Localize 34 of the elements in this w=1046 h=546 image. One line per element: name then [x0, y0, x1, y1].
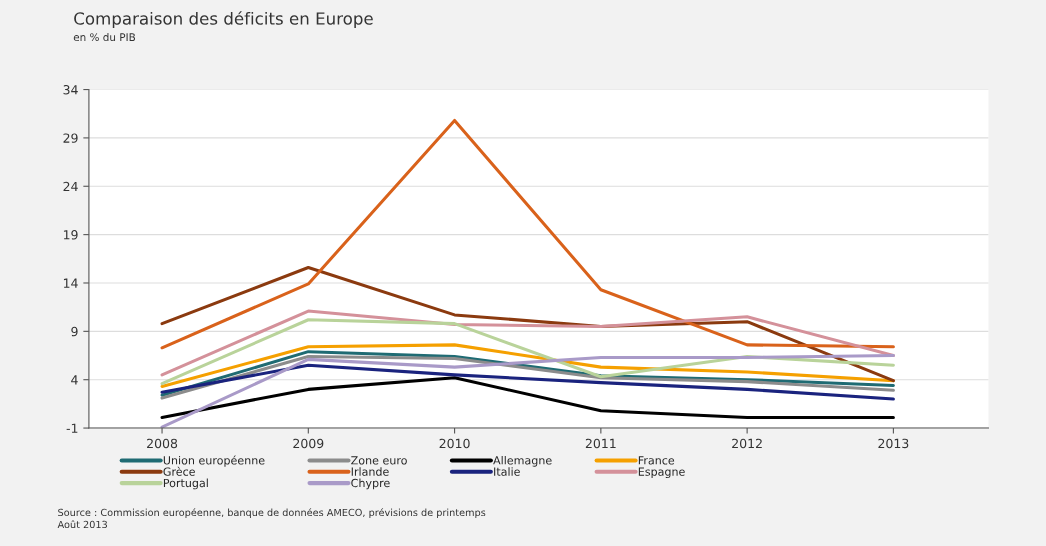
- line-series: [160, 118, 895, 350]
- y-tick-label: 14: [63, 278, 78, 288]
- y-tick-label: 34: [63, 85, 78, 95]
- legend-label: France: [638, 456, 675, 465]
- chart-title: Comparaison des déficits en Europe: [74, 11, 373, 29]
- x-tick-label: 2009: [293, 438, 324, 449]
- legend-label: Grèce: [163, 466, 195, 476]
- legend-label: Portugal: [163, 478, 208, 490]
- line-series: [160, 363, 895, 401]
- x-tick-label: 2013: [878, 438, 909, 449]
- chart-subtitle: en % du PIB: [73, 33, 136, 42]
- legend-label: Zone euro: [351, 456, 407, 465]
- x-tick-label: 2010: [439, 438, 470, 449]
- legend-label: Espagne: [638, 467, 685, 478]
- source-note: Source : Commission européenne, banque de données AMECO, prévisions de printemps: [58, 508, 486, 518]
- legend-label: Chypre: [351, 478, 390, 490]
- legend-label: Union européenne: [163, 455, 265, 467]
- y-tick-label: 24: [63, 181, 78, 192]
- legend-label: Allemagne: [493, 455, 552, 467]
- y-tick-label: 4: [71, 375, 78, 385]
- legend-label: Irlande: [351, 467, 389, 476]
- legend-label: Italie: [494, 467, 520, 476]
- line-series: [160, 376, 895, 419]
- line-series: [160, 309, 895, 377]
- x-tick-label: 2008: [147, 438, 178, 449]
- y-tick-label: 19: [63, 230, 78, 240]
- y-tick-label: 29: [63, 133, 78, 143]
- x-tick-label: 2011: [585, 438, 616, 449]
- y-tick-label: -1: [66, 423, 78, 433]
- x-tick-label: 2012: [732, 438, 762, 449]
- line-series: [160, 353, 895, 429]
- line-series: [160, 318, 895, 386]
- y-tick-label: 9: [71, 326, 78, 337]
- text: Août 2013: [57, 520, 107, 529]
